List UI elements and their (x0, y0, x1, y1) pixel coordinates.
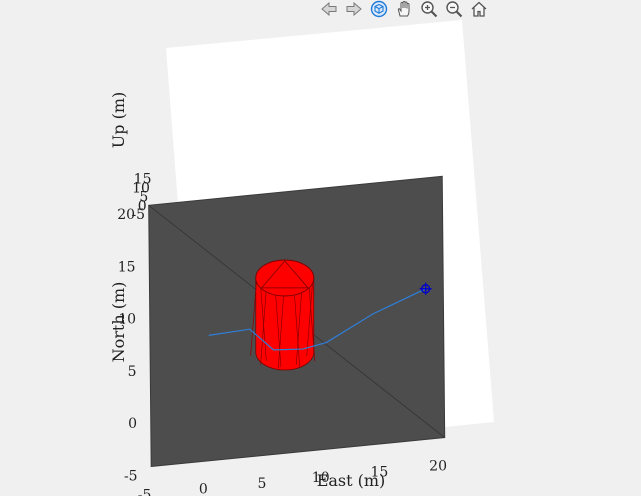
pan-hand-icon (397, 0, 410, 17)
obstacle-mesh-line (306, 279, 314, 357)
obstacle-mesh-line (277, 285, 285, 369)
x-tick-label: 10 (312, 470, 330, 486)
zoom-out-icon (446, 1, 463, 18)
position-marker (419, 282, 432, 295)
rotate-3d-icon (370, 0, 388, 18)
back-arrow-icon (321, 1, 337, 17)
y-tick-label: 15 (118, 259, 136, 275)
zoom-in-button[interactable] (418, 0, 440, 18)
home-icon (471, 1, 487, 17)
y-axis-label: North (m) (109, 282, 128, 363)
y-tick-label: 20 (117, 207, 135, 223)
obstacle-mesh-line (295, 283, 303, 365)
x-tick-label: 0 (199, 482, 208, 496)
x-tick-label: -5 (138, 487, 152, 496)
back-button[interactable] (318, 0, 340, 18)
z-tick-label: -5 (131, 207, 145, 223)
z-tick-label: 10 (132, 181, 150, 197)
obstacle-cylinder-top (255, 259, 315, 297)
z-tick-label: 5 (139, 189, 148, 205)
obstacle-mesh-line (308, 282, 316, 362)
home-button[interactable] (468, 0, 490, 18)
figure-toolbar (318, 0, 490, 18)
x-tick-label: 5 (258, 476, 267, 492)
marker-cross (419, 282, 432, 295)
x-axis-label: East (m) (317, 471, 386, 490)
obstacle-mesh-line (259, 281, 267, 361)
trajectory-line (208, 288, 426, 351)
obstacle-mesh-line (274, 284, 282, 368)
obstacle-mesh-line (250, 279, 257, 356)
forward-arrow-icon (346, 1, 362, 17)
x-tick-label: 15 (370, 464, 388, 480)
pan-button[interactable] (393, 0, 415, 18)
y-tick-label: 0 (128, 416, 137, 432)
obstacle-mesh-line (260, 283, 267, 365)
y-tick-label: 5 (128, 364, 137, 380)
z-tick-label: 0 (138, 198, 147, 214)
obstacle-group (250, 259, 316, 371)
trajectory-group (208, 282, 432, 351)
forward-button[interactable] (343, 0, 365, 18)
obstacle-mesh-line (293, 284, 301, 368)
zoom-out-button[interactable] (443, 0, 465, 18)
y-tick-label: 10 (118, 312, 136, 328)
rotate-3d-button[interactable] (368, 0, 390, 18)
x-tick-label: 20 (429, 458, 447, 474)
zoom-in-icon (421, 1, 438, 18)
y-tick-label: -5 (124, 468, 138, 484)
obstacle-top-mesh (260, 260, 309, 289)
z-axis-label: Up (m) (109, 92, 128, 148)
z-tick-label: 15 (134, 172, 152, 188)
